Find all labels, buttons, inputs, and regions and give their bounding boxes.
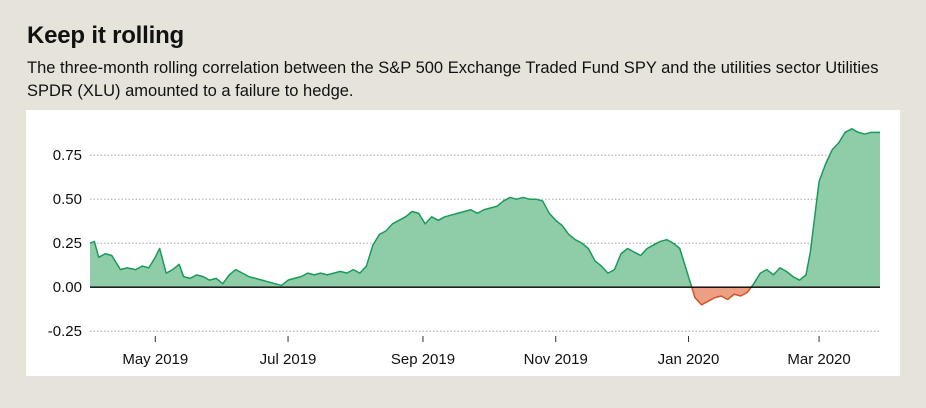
chart-panel: -0.25 0.00 0.25 0.50 0.75 May 2019 Jul 2019 Se… <box>26 110 900 376</box>
grid-lines <box>90 154 880 332</box>
area-fills <box>90 128 880 305</box>
correlation-chart: -0.25 0.00 0.25 0.50 0.75 May 2019 Jul 2019 Se… <box>48 128 880 368</box>
y-tick-label: -0.25 <box>48 323 82 340</box>
chart-subtitle: The three-month rolling correlation betw… <box>27 59 879 100</box>
positive-area <box>90 197 692 288</box>
y-tick-label: 0.50 <box>53 191 82 208</box>
y-tick-label: 0.75 <box>53 147 82 164</box>
positive-line <box>89 196 693 288</box>
x-tick-label: Jul 2019 <box>260 351 317 368</box>
y-tick-label: 0.25 <box>53 235 82 252</box>
y-tick-label: 0.00 <box>53 279 82 296</box>
x-tick-label: Sep 2019 <box>391 351 455 368</box>
x-tick-label: Nov 2019 <box>524 351 588 368</box>
negative-line <box>691 286 752 306</box>
y-axis-ticks: -0.25 0.00 0.25 0.50 0.75 <box>48 147 82 340</box>
x-axis-ticks: May 2019 Jul 2019 Sep 2019 Nov 2019 Jan 2020… <box>122 336 851 368</box>
chart-title: Keep it rolling <box>27 22 185 49</box>
series-lines <box>89 128 880 306</box>
x-tick-label: Jan 2020 <box>658 351 720 368</box>
positive-line <box>750 128 880 288</box>
positive-area <box>751 128 880 288</box>
x-tick-label: May 2019 <box>122 351 188 368</box>
x-tick-label: Mar 2020 <box>787 351 850 368</box>
